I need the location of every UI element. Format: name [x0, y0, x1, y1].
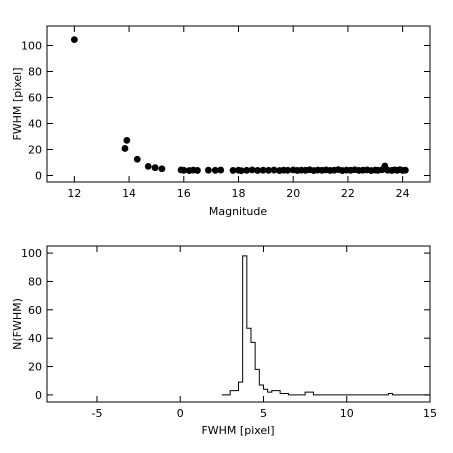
scatter-point	[133, 155, 141, 163]
scatter-ticks: 12 14 16 18 20 22 24 0 20 40 60 80 100	[21, 26, 430, 200]
histogram-y-tick-label: 40	[28, 332, 42, 345]
scatter-point	[229, 167, 237, 174]
scatter-y-tick-label: 80	[28, 66, 42, 79]
scatter-point	[151, 164, 159, 172]
scatter-point	[158, 165, 166, 173]
scatter-point	[144, 163, 152, 170]
histogram-ticks: -5 0 5 10 15 0 20 40 60 80 100	[21, 246, 437, 420]
scatter-point	[270, 166, 278, 174]
scatter-y-tick-label: 100	[21, 40, 42, 53]
scatter-point	[211, 166, 219, 174]
histogram-x-tick-label: -5	[91, 407, 102, 420]
histogram-panel: -5 0 5 10 15 0 20 40 60 80 100 FWHM [pixel] N(FWHM…	[11, 245, 437, 437]
scatter-point	[237, 167, 245, 175]
scatter-point	[401, 166, 409, 174]
histogram-y-tick-label: 80	[28, 275, 42, 288]
scatter-point	[284, 166, 292, 174]
scatter-x-tick-label: 22	[341, 187, 355, 200]
scatter-points	[70, 36, 409, 175]
histogram-y-tick-label: 60	[28, 304, 42, 317]
scatter-y-tick-label: 40	[28, 118, 42, 131]
scatter-point	[248, 166, 256, 174]
scatter-x-tick-label: 24	[396, 187, 410, 200]
histogram-y-tick-label: 0	[35, 389, 42, 402]
scatter-point	[205, 166, 212, 174]
histogram-plot-frame	[46, 245, 431, 403]
scatter-y-tick-label: 20	[28, 144, 42, 157]
scatter-point	[254, 167, 262, 174]
scatter-x-tick-label: 18	[232, 187, 246, 200]
histogram-y-axis-label: N(FWHM)	[11, 298, 24, 350]
scatter-point	[180, 166, 188, 174]
scatter-panel: 12 14 16 18 20 22 24 0 20 40 60 80 100 Magnitude FWH…	[11, 25, 431, 218]
scatter-point	[259, 166, 267, 174]
scatter-plot-frame	[46, 25, 431, 183]
scatter-point	[265, 166, 272, 174]
scatter-x-axis-label: Magnitude	[209, 205, 268, 218]
scatter-x-tick-label: 16	[177, 187, 191, 200]
histogram-x-tick-label: 5	[260, 407, 267, 420]
histogram-x-tick-label: 15	[423, 407, 437, 420]
histogram-y-tick-label: 100	[21, 247, 42, 260]
histogram-x-axis-label: FWHM [pixel]	[201, 424, 274, 437]
scatter-point	[194, 167, 201, 174]
scatter-x-tick-label: 12	[67, 187, 81, 200]
scatter-y-tick-label: 0	[35, 170, 42, 183]
scatter-point	[243, 166, 251, 174]
scatter-point	[123, 137, 131, 144]
scatter-point	[121, 145, 129, 152]
scatter-x-tick-label: 14	[122, 187, 136, 200]
histogram-x-tick-label: 10	[340, 407, 354, 420]
scatter-point	[70, 36, 78, 44]
scatter-point	[217, 166, 225, 174]
histogram-y-tick-label: 20	[28, 361, 42, 374]
histogram-step-line	[221, 255, 430, 396]
histogram-x-tick-label: 0	[177, 407, 184, 420]
scatter-y-tick-label: 60	[28, 92, 42, 105]
scatter-x-tick-label: 20	[286, 187, 300, 200]
scatter-y-axis-label: FWHM [pixel]	[11, 67, 24, 140]
